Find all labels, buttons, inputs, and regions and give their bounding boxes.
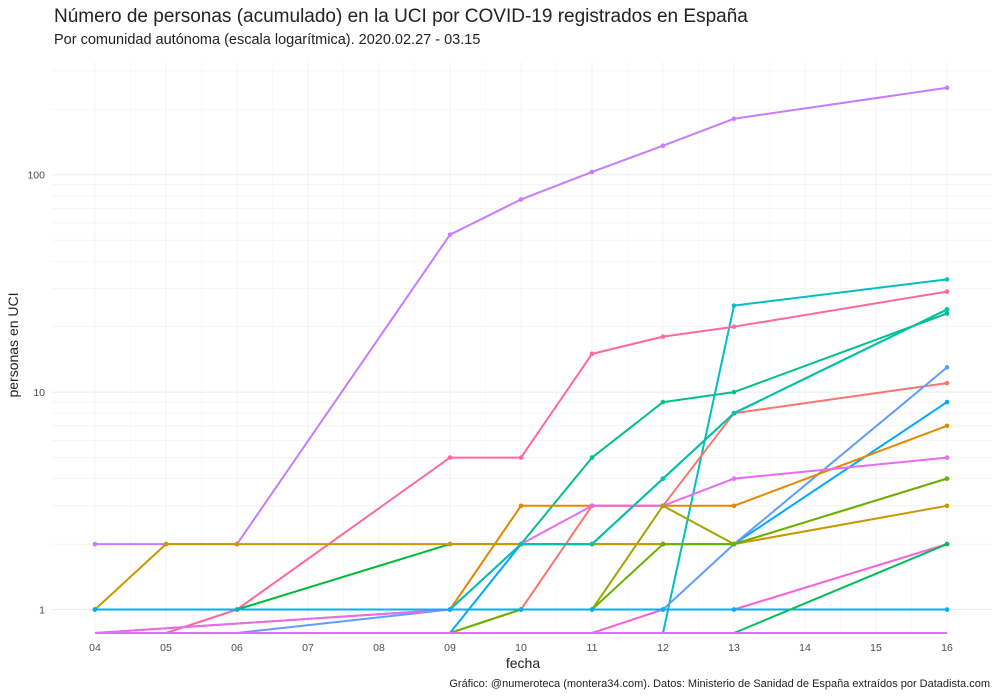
data-point <box>944 277 950 282</box>
y-tick-label: 100 <box>27 170 45 182</box>
y-tick-labels: 1 10 100 <box>27 170 45 617</box>
data-point <box>944 399 950 405</box>
data-point <box>731 303 737 308</box>
data-point <box>92 607 98 612</box>
data-point <box>518 455 524 460</box>
major-gridlines <box>52 62 992 633</box>
data-point <box>589 455 595 460</box>
data-point <box>92 541 98 547</box>
data-point <box>518 503 524 509</box>
data-point <box>589 541 595 547</box>
data-point <box>731 410 737 416</box>
x-tick-label: 07 <box>302 642 314 654</box>
y-axis-title: personas en UCI <box>5 292 21 397</box>
series-8 <box>449 399 950 634</box>
y-tick-label: 10 <box>33 387 45 399</box>
data-point <box>731 324 737 329</box>
data-point <box>660 541 666 547</box>
data-point <box>589 351 595 357</box>
data-point <box>944 503 950 509</box>
chart-title: Número de personas (acumulado) en la UCI… <box>54 6 748 27</box>
data-point <box>518 541 524 547</box>
data-point <box>447 455 453 460</box>
data-point <box>944 607 950 612</box>
series-9 <box>95 365 950 634</box>
data-point <box>731 476 737 481</box>
data-point <box>660 143 666 148</box>
data-point <box>660 607 666 612</box>
x-tick-label: 13 <box>728 642 740 654</box>
data-point <box>731 389 737 395</box>
data-point <box>944 311 950 316</box>
series-line <box>165 290 948 634</box>
minor-gridlines <box>52 62 992 633</box>
data-point <box>660 503 666 509</box>
data-point <box>660 476 666 481</box>
data-point <box>944 423 950 429</box>
x-tick-label: 09 <box>444 642 456 654</box>
x-tick-label: 15 <box>870 642 882 654</box>
data-point <box>447 541 453 547</box>
data-point <box>234 541 240 547</box>
data-point <box>731 607 737 612</box>
series-3 <box>95 541 950 634</box>
data-point <box>944 455 950 460</box>
y-tick-label: 1 <box>39 605 45 617</box>
data-point <box>731 503 737 509</box>
data-point <box>447 232 453 237</box>
data-point <box>944 307 950 312</box>
series-lines <box>92 85 950 634</box>
data-point <box>944 380 950 386</box>
data-point <box>731 541 737 547</box>
data-point <box>660 399 666 405</box>
x-tick-label: 11 <box>587 642 598 654</box>
chart-caption: Gráfico: @numeroteca (montera34.com). Da… <box>449 678 990 690</box>
data-point <box>589 503 595 509</box>
data-point <box>944 365 950 370</box>
data-point <box>944 541 950 547</box>
data-point <box>944 289 950 294</box>
data-point <box>447 607 453 612</box>
series-line <box>733 543 948 634</box>
series-line <box>449 477 948 634</box>
data-point <box>944 85 950 91</box>
x-tick-label: 12 <box>657 642 669 654</box>
data-point <box>589 607 595 612</box>
x-tick-label: 06 <box>231 642 243 654</box>
x-tick-labels: 04 05 06 07 08 09 10 11 12 13 14 15 16 <box>89 642 953 654</box>
data-point <box>944 476 950 481</box>
x-tick-label: 05 <box>160 642 172 654</box>
x-tick-label: 16 <box>941 642 953 654</box>
chart-subtitle: Por comunidad autónoma (escala logarítmi… <box>54 32 481 48</box>
x-tick-label: 08 <box>373 642 385 654</box>
x-tick-label: 14 <box>799 642 811 654</box>
x-tick-label: 04 <box>89 642 101 654</box>
x-axis-title: fecha <box>506 655 540 671</box>
series-4 <box>165 289 950 634</box>
data-point <box>589 169 595 175</box>
data-point <box>163 541 169 547</box>
series-2 <box>662 277 950 634</box>
series-5 <box>518 311 950 547</box>
x-tick-label: 10 <box>515 642 527 654</box>
series-16 <box>92 607 950 612</box>
data-point <box>518 197 524 202</box>
series-17 <box>733 541 950 634</box>
data-point <box>518 607 524 612</box>
data-point <box>731 116 737 122</box>
data-point <box>660 334 666 339</box>
